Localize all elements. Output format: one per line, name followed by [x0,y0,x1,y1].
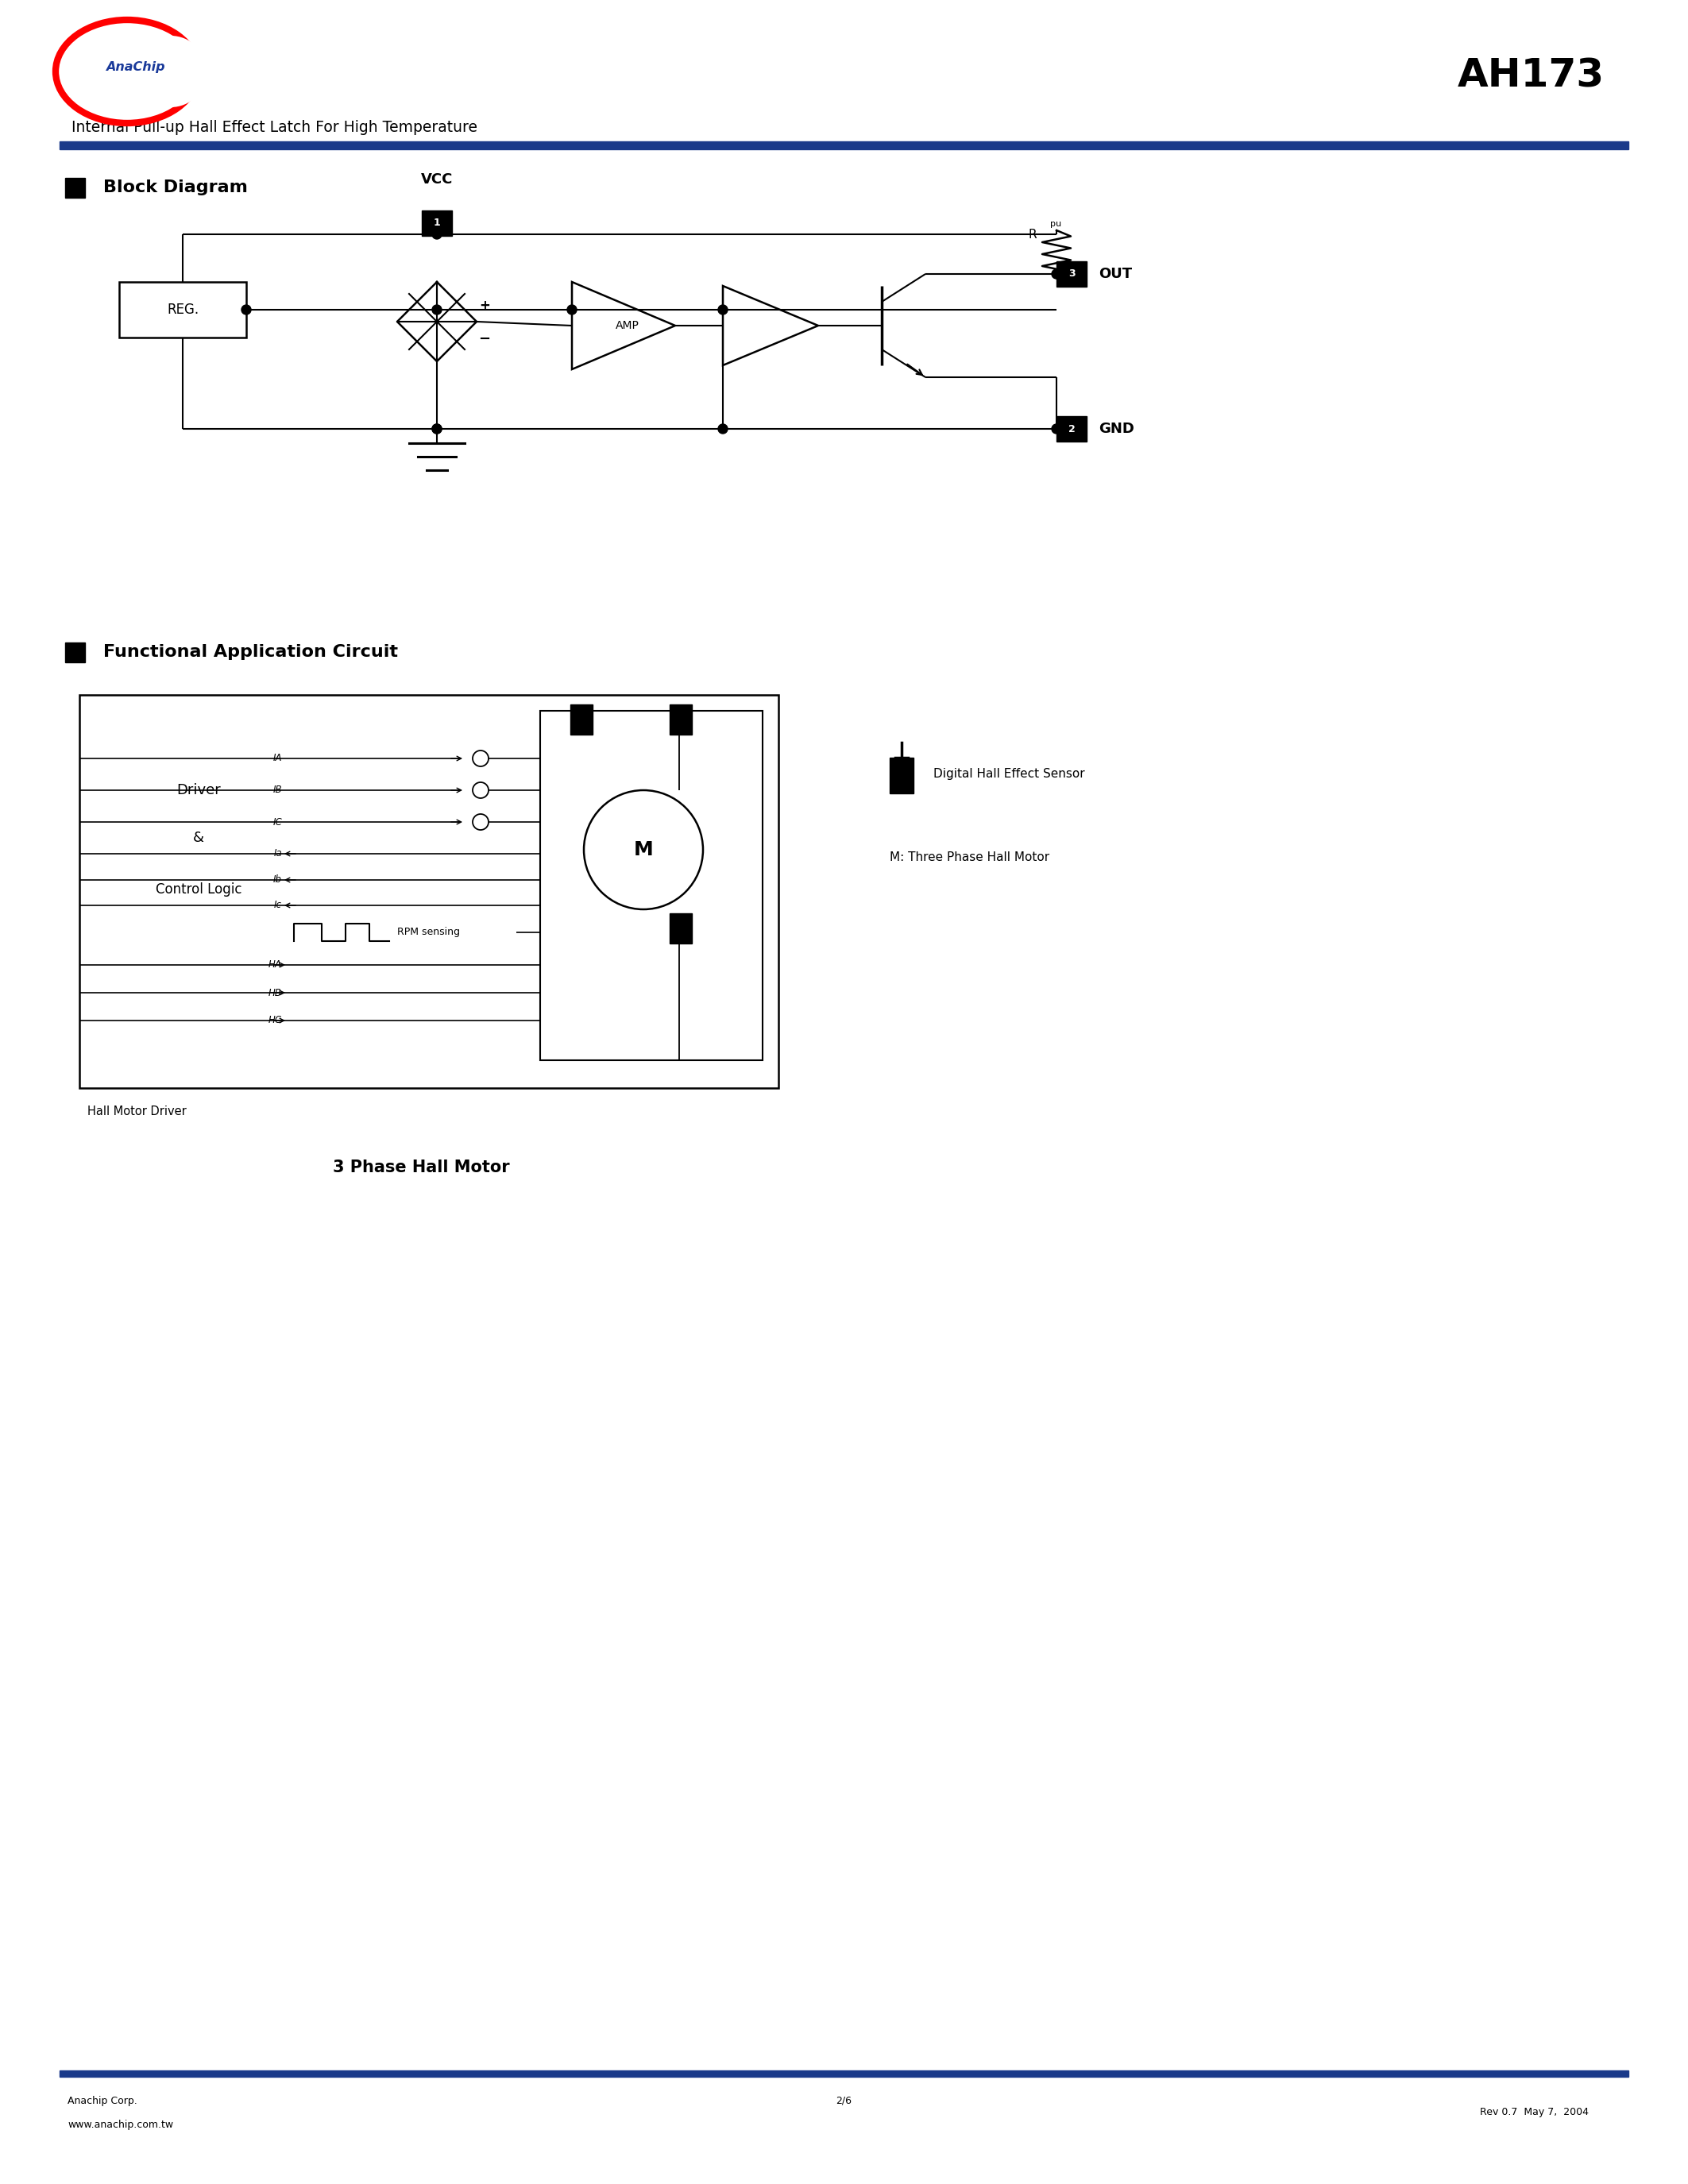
Bar [59,2070,1629,2077]
Text: Rev 0.7  May 7,  2004: Rev 0.7 May 7, 2004 [1480,2108,1588,2118]
Text: Control Logic: Control Logic [155,882,241,898]
Text: Ia: Ia [273,850,282,858]
Text: VCC: VCC [420,173,452,186]
Text: M: M [633,841,653,858]
Text: www.anachip.com.tw: www.anachip.com.tw [68,2118,174,2129]
Text: OUT: OUT [1099,266,1133,282]
Ellipse shape [135,35,206,107]
Bar [422,210,452,236]
Text: IC: IC [273,817,282,828]
Bar [59,142,1629,149]
Text: AH173: AH173 [1457,57,1605,94]
Text: M: Three Phase Hall Motor: M: Three Phase Hall Motor [890,852,1050,863]
Circle shape [432,424,442,435]
Text: 3: 3 [1069,269,1075,280]
Circle shape [717,306,728,314]
Text: IA: IA [273,753,282,764]
Text: 2: 2 [1069,424,1075,435]
Text: HC: HC [268,1016,282,1026]
Text: RPM sensing: RPM sensing [397,928,459,937]
Text: Block Diagram: Block Diagram [103,179,248,194]
Text: Driver: Driver [177,784,221,797]
Bar [890,758,913,793]
Text: pu: pu [1050,221,1062,227]
Text: 2/6: 2/6 [836,2094,852,2105]
Bar [120,282,246,339]
Text: REG.: REG. [167,304,199,317]
Text: Functional Application Circuit: Functional Application Circuit [103,644,398,660]
Bar [66,177,84,199]
Bar [1057,262,1087,286]
Bar [670,705,692,734]
Circle shape [717,424,728,435]
Bar [66,642,84,662]
Bar [540,710,763,1059]
Text: IB: IB [273,784,282,795]
Text: Hall Motor Driver: Hall Motor Driver [88,1105,186,1118]
Text: HA: HA [268,959,282,970]
Text: &: & [192,830,204,845]
Text: Internal Pull-up Hall Effect Latch For High Temperature: Internal Pull-up Hall Effect Latch For H… [71,120,478,135]
Text: Anachip Corp.: Anachip Corp. [68,2094,137,2105]
Circle shape [432,424,442,435]
Circle shape [241,306,252,314]
Text: 1: 1 [434,218,441,229]
Circle shape [432,306,442,314]
Bar [79,695,778,1088]
Bar [571,705,592,734]
Text: 3 Phase Hall Motor: 3 Phase Hall Motor [333,1160,510,1175]
Text: R: R [1028,229,1036,240]
Bar [670,913,692,943]
Text: −: − [479,332,491,347]
Bar [1057,417,1087,441]
Text: Ic: Ic [273,900,282,911]
Text: +: + [479,299,490,312]
Text: Ib: Ib [273,876,282,885]
Circle shape [1052,269,1062,280]
Circle shape [432,229,442,238]
Text: GND: GND [1099,422,1134,437]
Circle shape [567,306,577,314]
Text: HB: HB [268,987,282,998]
Text: AnaChip: AnaChip [105,61,165,74]
Circle shape [1052,424,1062,435]
Text: AMP: AMP [616,321,640,332]
Text: Digital Hall Effect Sensor: Digital Hall Effect Sensor [933,769,1085,780]
